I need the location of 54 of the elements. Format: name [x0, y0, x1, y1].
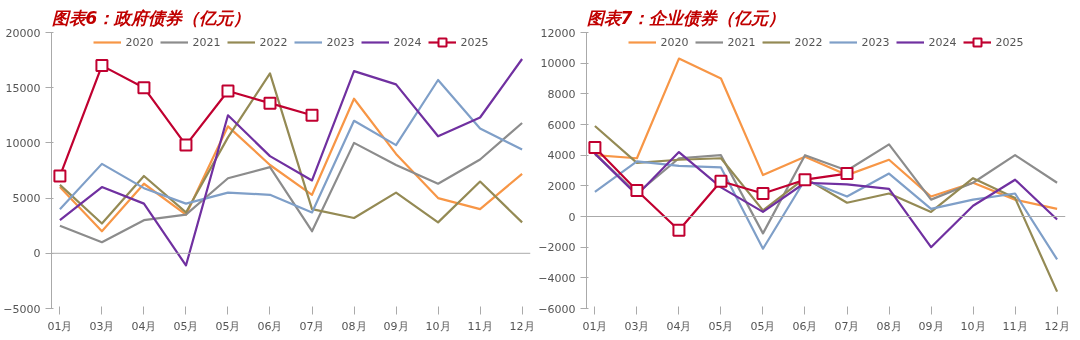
- x-tick-label: 11月: [1002, 319, 1028, 333]
- legend-label: 2022: [259, 35, 288, 49]
- x-tick-label: 04月: [131, 319, 157, 333]
- y-tick-label: 20000: [5, 26, 41, 40]
- x-tick-label: 10月: [960, 319, 986, 333]
- legend-label: 2023: [326, 35, 355, 49]
- x-tick-label: 03月: [624, 319, 650, 333]
- x-tick-label: 07月: [299, 319, 325, 333]
- y-tick-label: −5000: [3, 302, 41, 316]
- y-tick-label: 10000: [540, 57, 576, 71]
- chart-title: 图表6：政府债券（亿元）: [51, 7, 251, 28]
- x-tick-label: 04月: [666, 319, 692, 333]
- y-tick-label: 15000: [5, 81, 41, 95]
- x-tick-label: 12月: [509, 319, 535, 333]
- legend-label: 2020: [660, 35, 689, 49]
- x-tick-label: 09月: [383, 319, 409, 333]
- x-tick-label: 01月: [47, 319, 73, 333]
- legend-label: 2021: [727, 35, 756, 49]
- x-tick-label: 08月: [341, 319, 367, 333]
- legend-label: 2022: [794, 35, 823, 49]
- x-tick-label: 11月: [467, 319, 493, 333]
- legend-label: 2020: [125, 35, 154, 49]
- y-tick-label: 0: [568, 210, 576, 224]
- x-tick-label: 06月: [257, 319, 283, 333]
- y-tick-label: 4000: [547, 149, 576, 163]
- y-tick-label: 5000: [12, 192, 41, 206]
- x-tick-label: 01月: [582, 319, 608, 333]
- legend-label: 2024: [928, 35, 957, 49]
- x-tick-label: 05月: [708, 319, 734, 333]
- legend-label: 2021: [192, 35, 221, 49]
- x-tick-label: 05月: [215, 319, 241, 333]
- y-tick-label: 8000: [547, 87, 576, 101]
- x-tick-label: 12月: [1044, 319, 1070, 333]
- y-tick-label: 2000: [547, 179, 576, 193]
- x-tick-label: 05月: [750, 319, 776, 333]
- x-tick-label: 08月: [876, 319, 902, 333]
- y-tick-label: −2000: [538, 241, 576, 255]
- x-tick-label: 09月: [918, 319, 944, 333]
- y-tick-label: 10000: [5, 136, 41, 150]
- legend-label: 2025: [995, 35, 1024, 49]
- y-tick-label: −4000: [538, 271, 576, 285]
- x-tick-label: 10月: [425, 319, 451, 333]
- y-tick-label: −6000: [538, 302, 576, 316]
- x-tick-label: 07月: [834, 319, 860, 333]
- y-tick-label: 12000: [540, 26, 576, 40]
- legend-label: 2024: [393, 35, 422, 49]
- y-tick-label: 0: [33, 247, 41, 261]
- legend-label: 2023: [861, 35, 890, 49]
- chart-title: 图表7：企业债券（亿元）: [586, 7, 786, 28]
- x-tick-label: 06月: [792, 319, 818, 333]
- legend-label: 2025: [460, 35, 489, 49]
- x-tick-label: 03月: [89, 319, 115, 333]
- y-tick-label: 6000: [547, 118, 576, 132]
- x-tick-label: 05月: [173, 319, 199, 333]
